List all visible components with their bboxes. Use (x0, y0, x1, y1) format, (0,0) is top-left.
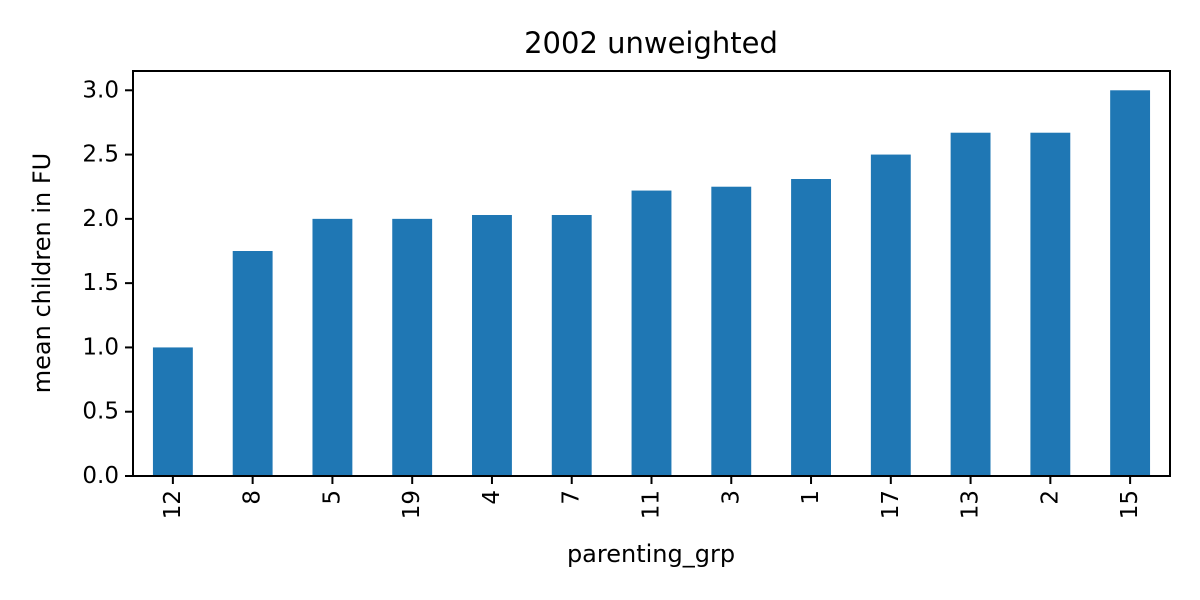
x-tick-label: 19 (399, 490, 425, 519)
bar-5 (312, 218, 353, 477)
bar-3 (711, 186, 752, 476)
bar-19 (392, 218, 433, 477)
y-tick-label: 0.0 (82, 463, 119, 489)
x-tick-label: 17 (878, 490, 904, 519)
x-tick-label: 2 (1037, 490, 1063, 505)
y-axis: 0.0 0.5 1.0 1.5 2.0 2.5 3.0 (82, 77, 133, 489)
x-tick-label: 12 (160, 490, 186, 519)
x-tick-label: 3 (718, 490, 744, 505)
x-tick-label: 13 (958, 490, 984, 519)
bar-13 (950, 132, 991, 476)
x-axis: 12 8 5 19 4 7 11 3 1 17 13 2 15 (160, 476, 1143, 519)
bar-12 (152, 347, 193, 476)
bar-8 (232, 251, 273, 476)
y-tick-label: 1.0 (82, 334, 119, 360)
bar-17 (870, 154, 911, 476)
bar-11 (631, 190, 672, 476)
x-tick-label: 1 (798, 490, 824, 505)
x-tick-label: 5 (319, 490, 345, 505)
bars-layer (152, 90, 1151, 477)
y-tick-label: 2.0 (82, 206, 119, 232)
plot-area-frame (132, 70, 1171, 477)
bar-7 (551, 215, 592, 476)
x-axis-label: parenting_grp (567, 540, 735, 568)
x-tick-label: 15 (1117, 490, 1143, 519)
bar-2 (1030, 132, 1071, 476)
bar-15 (1110, 90, 1151, 476)
x-tick-label: 11 (639, 490, 665, 519)
x-tick-label: 4 (479, 490, 505, 505)
y-tick-label: 2.5 (82, 142, 119, 168)
y-tick-label: 3.0 (82, 77, 119, 103)
x-tick-label: 7 (559, 490, 585, 505)
chart-title: 2002 unweighted (524, 26, 778, 60)
y-tick-label: 0.5 (82, 399, 119, 425)
x-tick-label: 8 (240, 490, 266, 505)
bar-1 (791, 179, 831, 476)
y-axis-label: mean children in FU (28, 153, 56, 394)
y-tick-label: 1.5 (82, 270, 119, 296)
bar-4 (472, 215, 512, 476)
